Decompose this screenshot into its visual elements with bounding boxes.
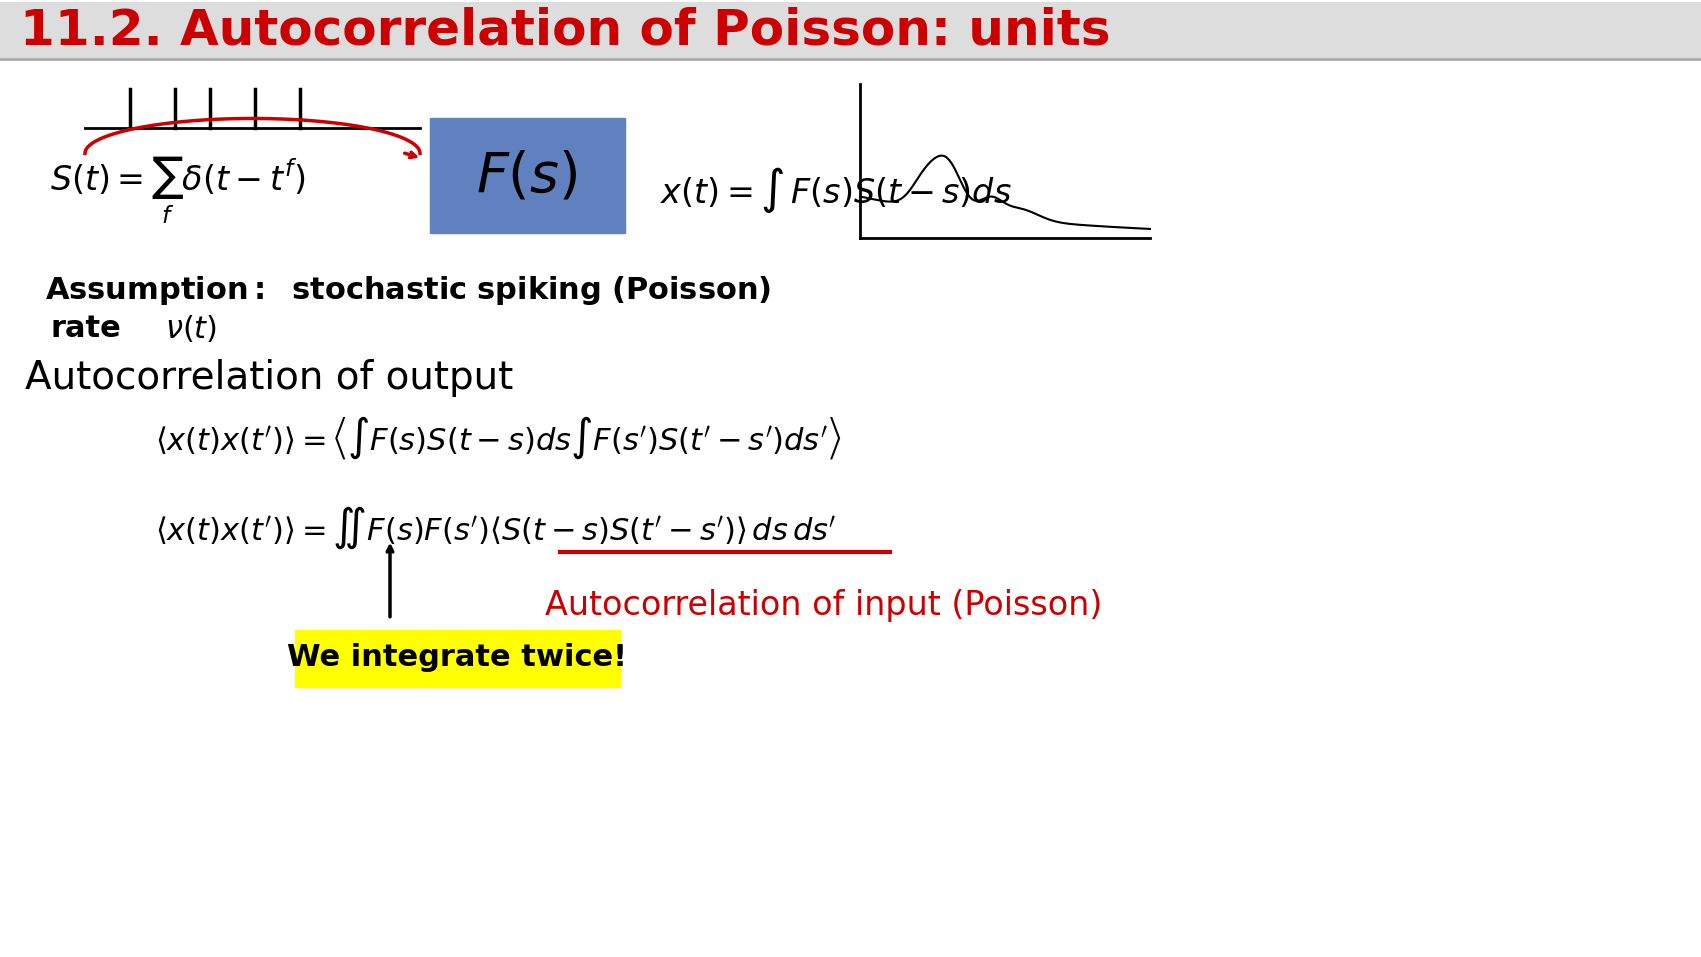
- Text: $\langle x(t)x(t^{\prime})\rangle = \iint F(s)F(s^{\prime})\left\langle S(t-s)S(: $\langle x(t)x(t^{\prime})\rangle = \iin…: [155, 504, 837, 551]
- Text: $F(s)$: $F(s)$: [476, 150, 578, 203]
- Text: $\nu(t)$: $\nu(t)$: [165, 313, 218, 344]
- Text: We integrate twice!: We integrate twice!: [287, 643, 628, 672]
- Text: $x(t) = \int\, F(s)S(t-s)ds$: $x(t) = \int\, F(s)S(t-s)ds$: [660, 166, 1012, 215]
- Text: Autocorrelation of output: Autocorrelation of output: [26, 359, 514, 397]
- Text: $S(t) = \sum_f \delta(t - t^f)$: $S(t) = \sum_f \delta(t - t^f)$: [49, 155, 306, 226]
- Text: rate: rate: [49, 314, 121, 343]
- Text: $\langle x(t)x(t^{\prime})\rangle = \left\langle\int F(s)S(t-s)ds\int F(s^{\prim: $\langle x(t)x(t^{\prime})\rangle = \lef…: [155, 414, 842, 461]
- Text: 11.2. Autocorrelation of Poisson: units: 11.2. Autocorrelation of Poisson: units: [20, 7, 1111, 55]
- Text: Autocorrelation of input (Poisson): Autocorrelation of input (Poisson): [544, 590, 1102, 622]
- Text: $\bf{Assumption:}$  $\bf{stochastic\ spiking\ (Poisson)}$: $\bf{Assumption:}$ $\bf{stochastic\ spik…: [44, 274, 771, 306]
- Bar: [294, 630, 619, 687]
- Bar: [0, 2, 1701, 58]
- Bar: [430, 119, 624, 234]
